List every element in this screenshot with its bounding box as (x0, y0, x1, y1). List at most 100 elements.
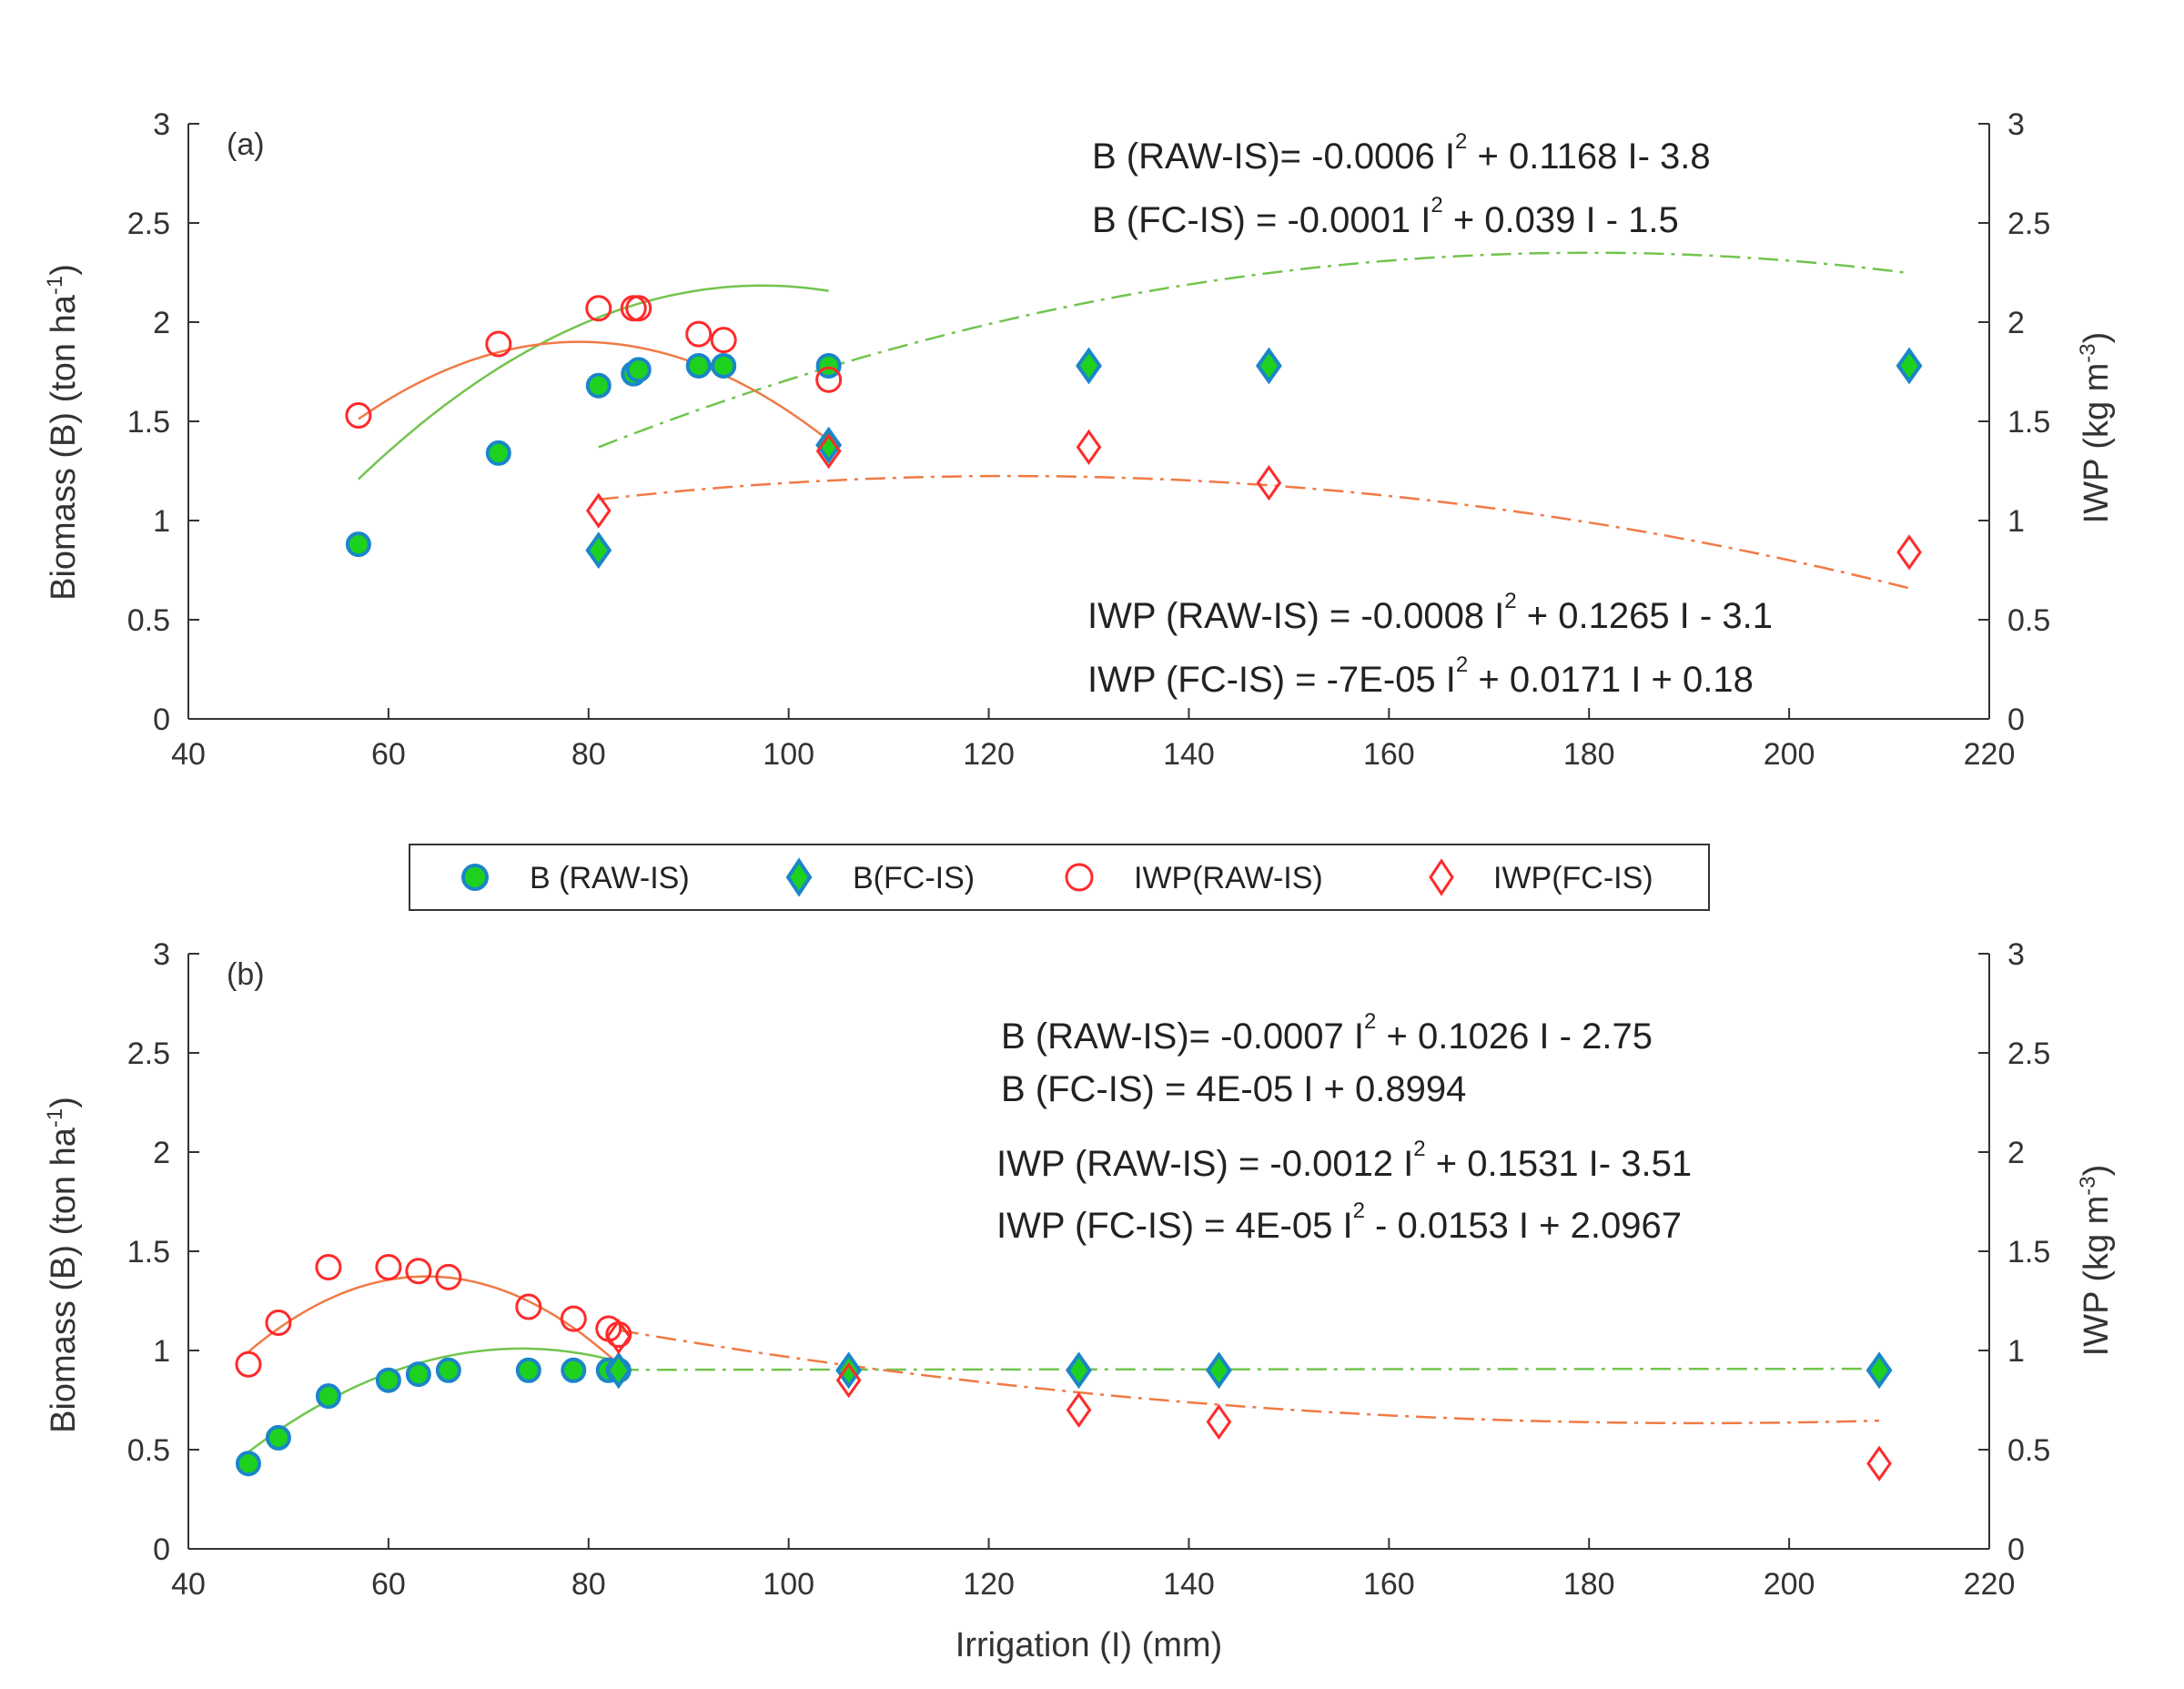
equation-text: IWP (RAW-IS) = -0.0012 I2 + 0.1531 I- 3.… (996, 1137, 1692, 1184)
x-tick-label: 220 (1964, 1567, 2016, 1602)
y2-tick-label: 0.5 (2007, 603, 2050, 638)
fit-curve (248, 1347, 620, 1453)
legend-item-iwp-fc-is: IWP(FC-IS) (1429, 858, 1653, 896)
y-tick-label: 1 (153, 504, 170, 539)
point-b-raw-is (485, 440, 511, 466)
point-b-raw-is (315, 1383, 341, 1410)
y2-tick-label: 1 (2007, 1334, 2025, 1369)
y-axis-title: Biomass (B) (ton ha-1) (43, 1097, 83, 1433)
point-iwp-raw-is (710, 327, 737, 354)
point-b-raw-is (375, 1367, 401, 1393)
x-tick-label: 220 (1964, 737, 2016, 772)
point-iwp-raw-is (435, 1263, 462, 1290)
legend-item-b-raw-is: B (RAW-IS) (461, 861, 690, 895)
point-iwp-raw-is (265, 1309, 292, 1336)
equation-text: B (RAW-IS)= -0.0007 I2 + 0.1026 I - 2.75 (1001, 1009, 1653, 1057)
y2-axis-title: IWP (kg m-3) (2076, 1165, 2116, 1357)
point-iwp-raw-is (485, 330, 512, 358)
y2-tick-label: 0 (2007, 703, 2025, 737)
x-tick-label: 80 (571, 1567, 606, 1602)
point-b-raw-is (815, 352, 842, 379)
y-tick-label: 2.5 (127, 1037, 170, 1071)
x-axis-title: Irrigation (I) (mm) (956, 1626, 1222, 1664)
legend-label: B (RAW-IS) (530, 861, 690, 895)
y2-tick-label: 1.5 (2007, 405, 2050, 440)
y2-tick-label: 3 (2007, 937, 2025, 972)
point-iwp-raw-is (515, 1293, 542, 1320)
point-iwp-fc-is (1066, 1391, 1092, 1429)
x-tick-label: 60 (371, 737, 406, 772)
y2-tick-label: 2.5 (2007, 1037, 2050, 1071)
y2-tick-label: 1.5 (2007, 1235, 2050, 1269)
legend-label: IWP(RAW-IS) (1134, 861, 1323, 895)
y2-tick-label: 2 (2007, 306, 2025, 340)
point-b-fc-is (815, 426, 843, 464)
x-tick-label: 180 (1563, 737, 1615, 772)
point-b-raw-is (561, 1357, 587, 1383)
equation-text: B (FC-IS) = -0.0001 I2 + 0.039 I - 1.5 (1092, 193, 1679, 240)
point-iwp-raw-is (345, 401, 372, 429)
point-iwp-raw-is (815, 366, 843, 393)
x-tick-label: 200 (1764, 737, 1815, 772)
point-iwp-raw-is (685, 320, 713, 348)
point-iwp-fc-is (605, 1319, 632, 1355)
x-tick-label: 180 (1563, 1567, 1615, 1602)
point-b-raw-is (685, 352, 712, 379)
x-tick-label: 100 (763, 737, 814, 772)
y-tick-label: 0.5 (127, 1433, 170, 1468)
y2-tick-label: 0 (2007, 1532, 2025, 1567)
point-iwp-fc-is (835, 1362, 862, 1399)
x-tick-label: 40 (171, 1567, 206, 1602)
x-tick-label: 140 (1163, 737, 1215, 772)
point-b-raw-is (711, 352, 737, 379)
y-tick-label: 2 (153, 306, 170, 340)
panel-label: (b) (227, 957, 265, 992)
point-iwp-fc-is (815, 433, 842, 470)
x-tick-label: 120 (963, 1567, 1015, 1602)
y2-tick-label: 2.5 (2007, 207, 2050, 241)
point-iwp-raw-is (235, 1350, 262, 1378)
y-tick-label: 0 (153, 1532, 170, 1567)
fit-curve (618, 1367, 1880, 1371)
fit-curve (618, 1329, 1880, 1425)
legend-item-iwp-raw-is: IWP(RAW-IS) (1065, 861, 1323, 895)
legend-marker-circle-open (1065, 863, 1094, 892)
y-tick-label: 2.5 (127, 207, 170, 241)
legend-box (409, 844, 1710, 911)
y-tick-label: 0.5 (127, 603, 170, 638)
equation-text: B (RAW-IS)= -0.0006 I2 + 0.1168 I- 3.8 (1092, 129, 1711, 177)
y-tick-label: 3 (153, 937, 170, 972)
point-b-raw-is (515, 1357, 541, 1383)
point-iwp-fc-is (1076, 429, 1102, 465)
point-b-raw-is (235, 1451, 261, 1477)
point-iwp-raw-is (375, 1253, 402, 1280)
x-tick-label: 200 (1764, 1567, 1815, 1602)
legend-marker-circle-filled (461, 864, 489, 891)
point-b-raw-is (345, 531, 371, 558)
point-iwp-fc-is (585, 492, 612, 529)
equation-text: IWP (FC-IS) = 4E-05 I2 - 0.0153 I + 2.09… (996, 1198, 1682, 1246)
point-iwp-fc-is (1206, 1403, 1232, 1441)
legend-item-b-fc-is: B(FC-IS) (785, 857, 975, 897)
point-b-fc-is (605, 1351, 632, 1390)
point-iwp-raw-is (625, 295, 652, 322)
point-b-raw-is (625, 357, 652, 383)
y2-tick-label: 3 (2007, 107, 2025, 142)
x-tick-label: 80 (571, 737, 606, 772)
x-tick-label: 160 (1363, 1567, 1415, 1602)
y-tick-label: 1 (153, 1334, 170, 1369)
point-b-raw-is (585, 372, 612, 399)
point-b-fc-is (585, 531, 612, 570)
point-b-raw-is (405, 1361, 431, 1388)
point-iwp-raw-is (405, 1258, 432, 1285)
point-iwp-raw-is (585, 295, 612, 322)
legend: B (RAW-IS) B(FC-IS) IWP(RAW-IS) IWP(FC-I… (409, 844, 1710, 911)
fit-curve (358, 340, 830, 442)
legend-marker-diamond-filled (785, 857, 813, 897)
fit-curve (598, 251, 1910, 449)
point-b-fc-is (835, 1351, 863, 1390)
x-tick-label: 60 (371, 1567, 406, 1602)
